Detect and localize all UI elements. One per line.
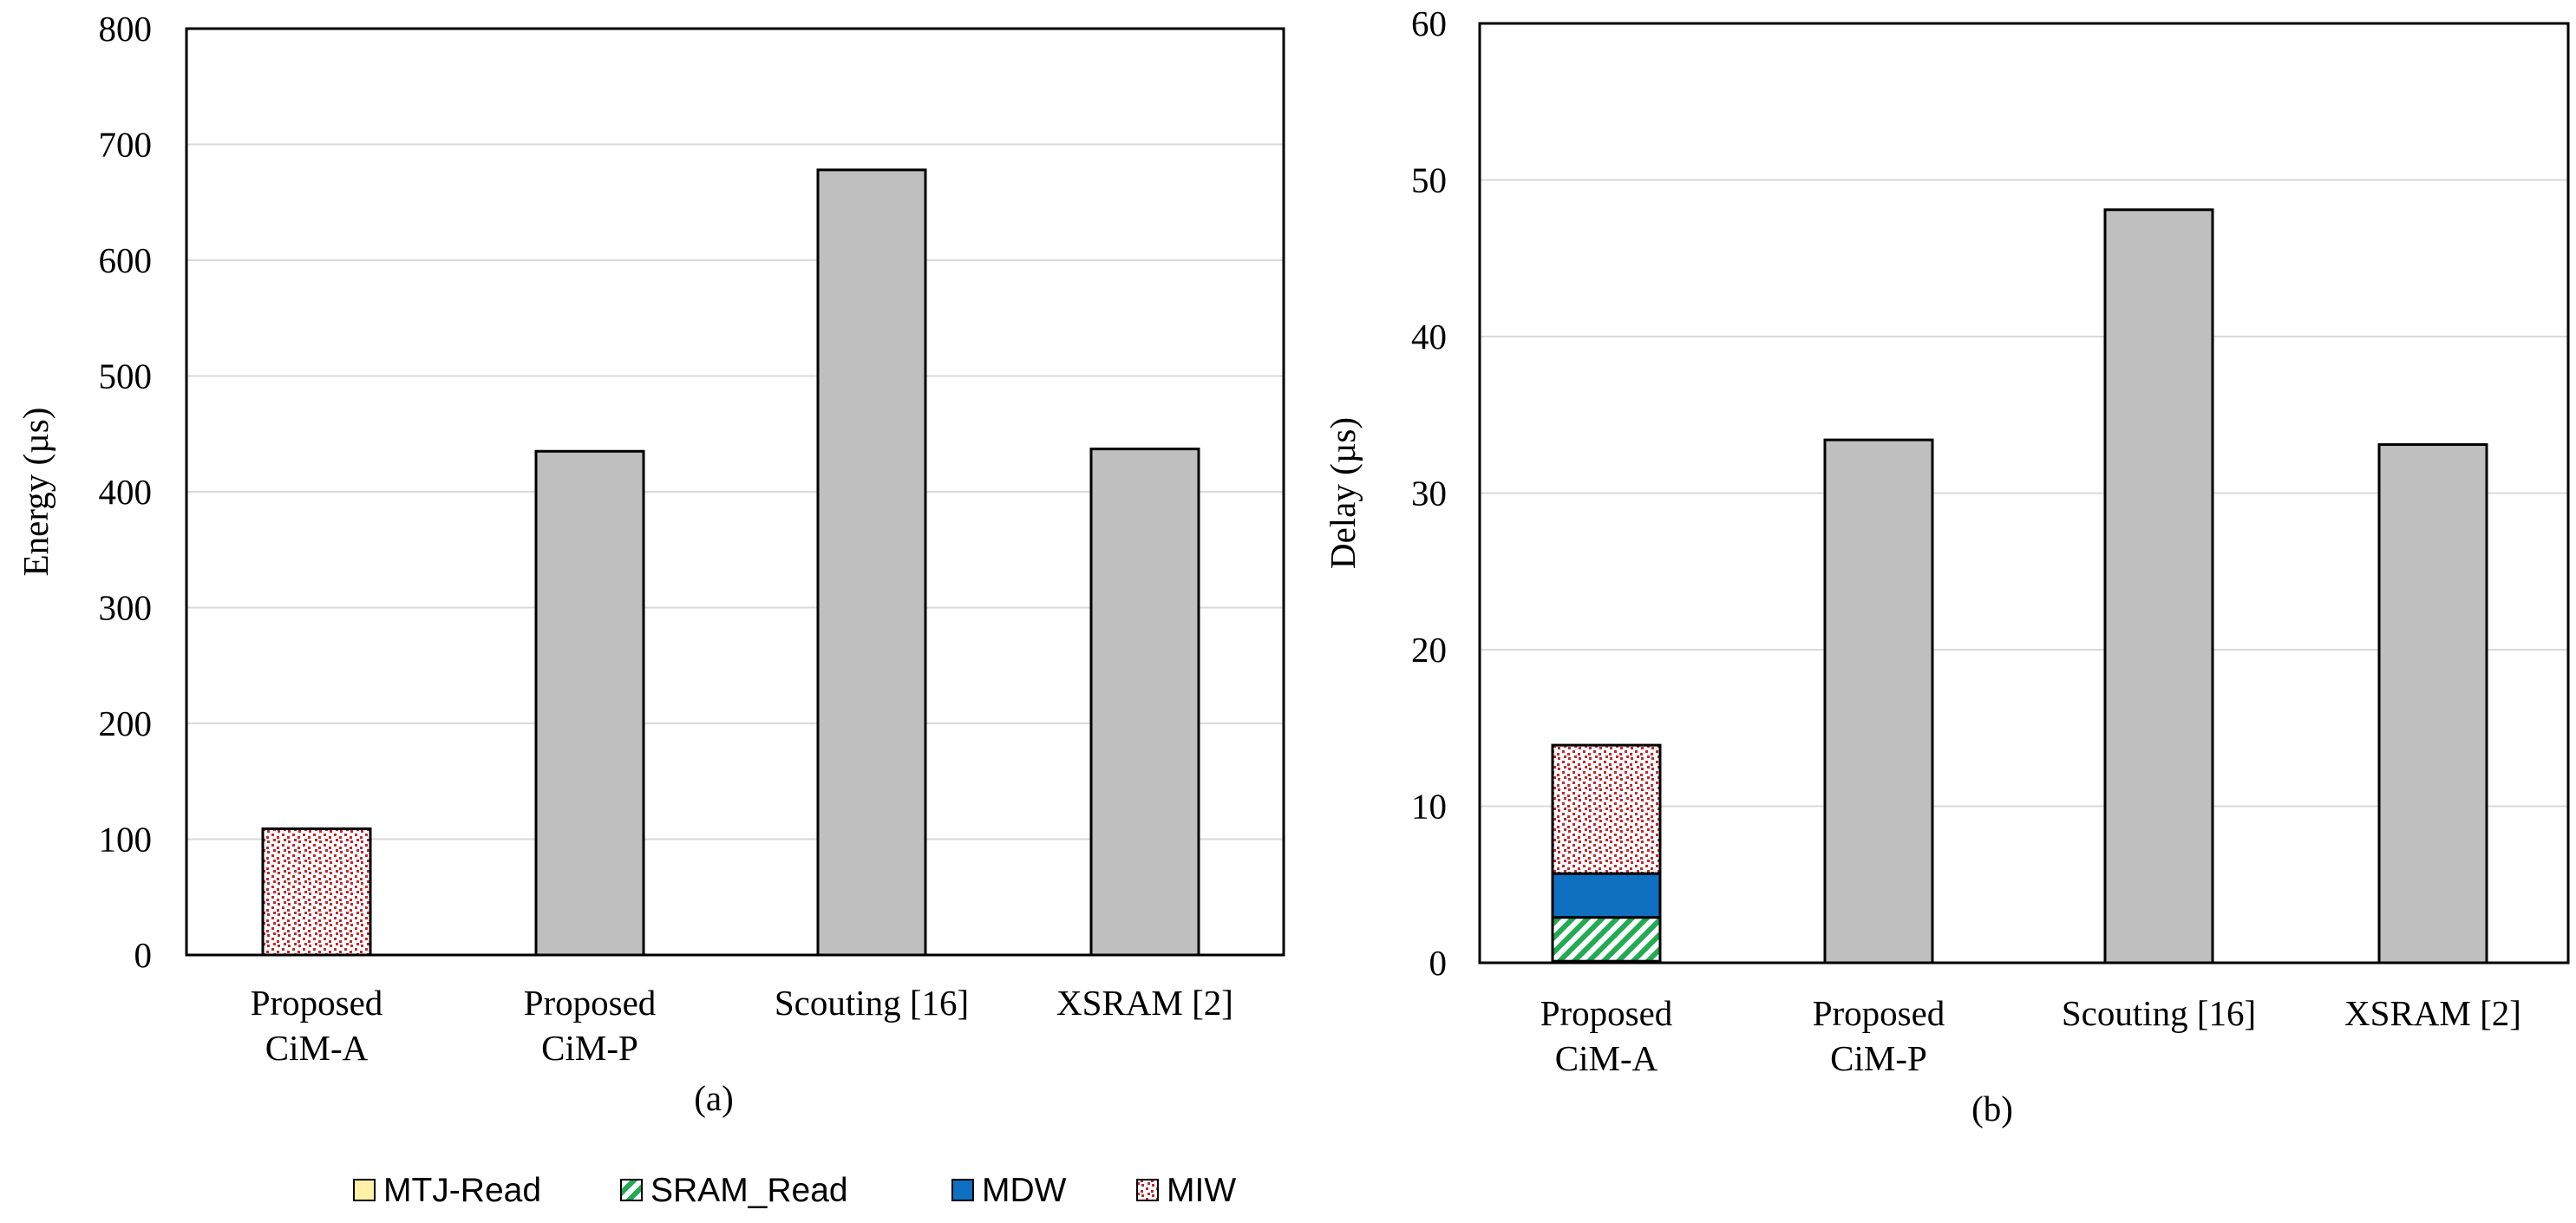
bars	[261, 168, 1200, 957]
y-tick-label: 100	[99, 820, 153, 860]
bar-mdw-0	[1551, 872, 1662, 919]
plot-frame	[185, 27, 1285, 957]
bar-gray-bar-1	[534, 449, 645, 957]
legend-swatch	[620, 1179, 643, 1201]
energy-chart-panel: 0 100 200 300 400 500 600 700 800 Proposed CiM-A Pr…	[16, 9, 1285, 1118]
x-tick-label: Scouting [16]	[775, 983, 969, 1023]
bar-sram-read-0	[1551, 916, 1662, 963]
x-tick-label: Proposed	[1540, 993, 1673, 1033]
y-tick-label: 600	[99, 240, 153, 280]
x-tick-label: CiM-P	[1830, 1038, 1927, 1078]
y-tick-label: 700	[99, 125, 153, 165]
bar-gray-bar-2	[2103, 208, 2214, 965]
bar-gray-bar-2	[816, 168, 927, 957]
bar-miw-0	[1551, 743, 1662, 875]
legend-item-mtj-read: MTJ-Read	[353, 1172, 541, 1209]
legend-item-miw: MIW	[1136, 1172, 1236, 1209]
gridlines	[186, 143, 1284, 840]
x-tick-label: XSRAM [2]	[1056, 983, 1233, 1023]
x-tick-label: Scouting [16]	[2062, 993, 2256, 1033]
y-tick-label: 20	[1411, 630, 1447, 670]
y-tick-label: 0	[134, 935, 153, 975]
y-tick-label: 300	[99, 588, 153, 628]
y-tick-label: 10	[1411, 787, 1447, 827]
y-axis-label: Energy (µs)	[16, 408, 56, 577]
legend: MTJ-Read SRAM_Read MDW MIW	[353, 1172, 1236, 1209]
x-tick-label: Proposed	[251, 983, 383, 1023]
bar-gray-bar-3	[1089, 448, 1200, 957]
delay-chart-panel: 0 10 20 30 40 50 60 Proposed CiM-A Proposed CiM-P S…	[1323, 3, 2570, 1128]
plot-frame	[1478, 22, 2570, 965]
legend-label: MIW	[1167, 1172, 1236, 1209]
y-axis-label: Delay (µs)	[1323, 417, 1363, 569]
panel-label: (a)	[694, 1078, 734, 1118]
x-tick-label: Proposed	[1813, 993, 1945, 1033]
x-tick-label: Proposed	[524, 983, 657, 1023]
bars	[1551, 208, 2488, 965]
panel-label: (b)	[1971, 1089, 2013, 1128]
x-tick-label: CiM-A	[1555, 1038, 1658, 1078]
y-tick-label: 800	[99, 9, 153, 49]
y-tick-label: 30	[1411, 474, 1447, 513]
y-tick-label: 500	[99, 356, 153, 396]
legend-label: MTJ-Read	[383, 1172, 541, 1209]
legend-item-mdw: MDW	[951, 1172, 1067, 1209]
legend-item-sram-read: SRAM_Read	[620, 1172, 848, 1209]
y-tick-label: 40	[1411, 317, 1447, 356]
y-tick-label: 0	[1429, 943, 1448, 983]
legend-label: MDW	[982, 1172, 1067, 1209]
x-tick-label: XSRAM [2]	[2344, 993, 2521, 1033]
bar-gray-bar-3	[2377, 443, 2488, 965]
legend-label: SRAM_Read	[651, 1172, 848, 1209]
bar-miw-0	[261, 827, 372, 957]
x-tick-label: CiM-A	[265, 1028, 369, 1068]
x-tick-label: CiM-P	[541, 1028, 638, 1068]
legend-swatch	[353, 1179, 376, 1201]
y-tick-label: 200	[99, 703, 153, 743]
y-tick-label: 60	[1411, 3, 1447, 43]
bar-gray-bar-1	[1823, 438, 1934, 965]
y-tick-label: 400	[99, 472, 153, 512]
y-tick-label: 50	[1411, 160, 1447, 200]
legend-swatch	[1136, 1179, 1159, 1201]
legend-swatch	[951, 1179, 974, 1201]
